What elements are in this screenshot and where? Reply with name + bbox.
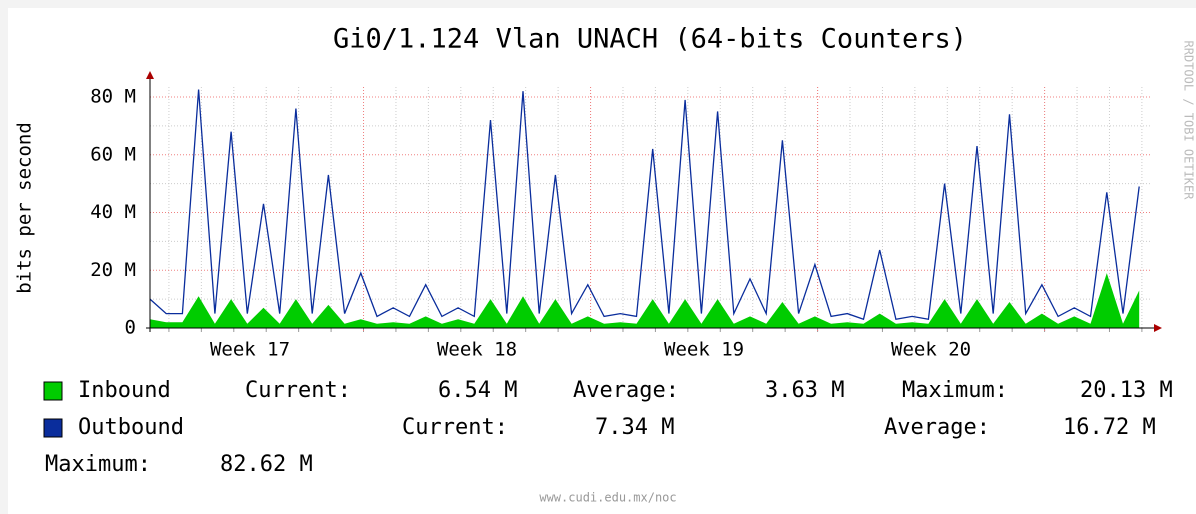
legend-swatch: [43, 381, 63, 401]
stat-value: 6.54 M: [438, 378, 517, 403]
stat-value: 16.72 M: [1063, 415, 1156, 440]
x-tick-label: Week 18: [437, 339, 517, 361]
stat-label: Current:: [245, 378, 351, 403]
stat-value: 3.63 M: [765, 378, 844, 403]
stat-label: Maximum:: [45, 452, 151, 477]
y-axis-label: bits per second: [14, 122, 36, 294]
footer: www.cudi.edu.mx/noc: [539, 491, 676, 505]
y-tick-label: 80 M: [90, 86, 136, 108]
legend-label: Inbound: [78, 378, 171, 403]
stat-label: Maximum:: [902, 378, 1008, 403]
stat-value: 7.34 M: [595, 415, 674, 440]
x-tick-label: Week 19: [664, 339, 744, 361]
stat-label: Average:: [884, 415, 990, 440]
stat-value: 82.62 M: [220, 452, 313, 477]
y-tick-label: 20 M: [90, 259, 136, 281]
chart-title: Gi0/1.124 Vlan UNACH (64-bits Counters): [333, 24, 967, 55]
x-arrow: [1154, 324, 1162, 332]
x-tick-label: Week 17: [210, 339, 290, 361]
side-label: RRDTOOL / TOBI OETIKER: [1182, 41, 1196, 201]
y-tick-label: 40 M: [90, 201, 136, 223]
outbound-line: [149, 89, 1140, 321]
x-tick-label: Week 20: [891, 339, 971, 361]
inbound-area: [150, 273, 1140, 328]
y-arrow: [146, 71, 154, 79]
y-tick-label: 60 M: [90, 143, 136, 165]
legend-label: Outbound: [78, 415, 184, 440]
y-tick-label: 0: [125, 317, 136, 339]
stat-value: 20.13 M: [1080, 378, 1173, 403]
legend-swatch: [43, 418, 63, 438]
stat-label: Average:: [573, 378, 679, 403]
stat-label: Current:: [402, 415, 508, 440]
